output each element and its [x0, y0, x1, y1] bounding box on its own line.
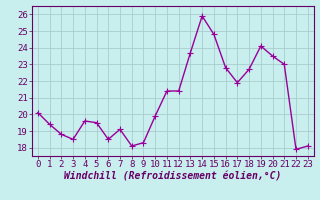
- X-axis label: Windchill (Refroidissement éolien,°C): Windchill (Refroidissement éolien,°C): [64, 172, 282, 182]
